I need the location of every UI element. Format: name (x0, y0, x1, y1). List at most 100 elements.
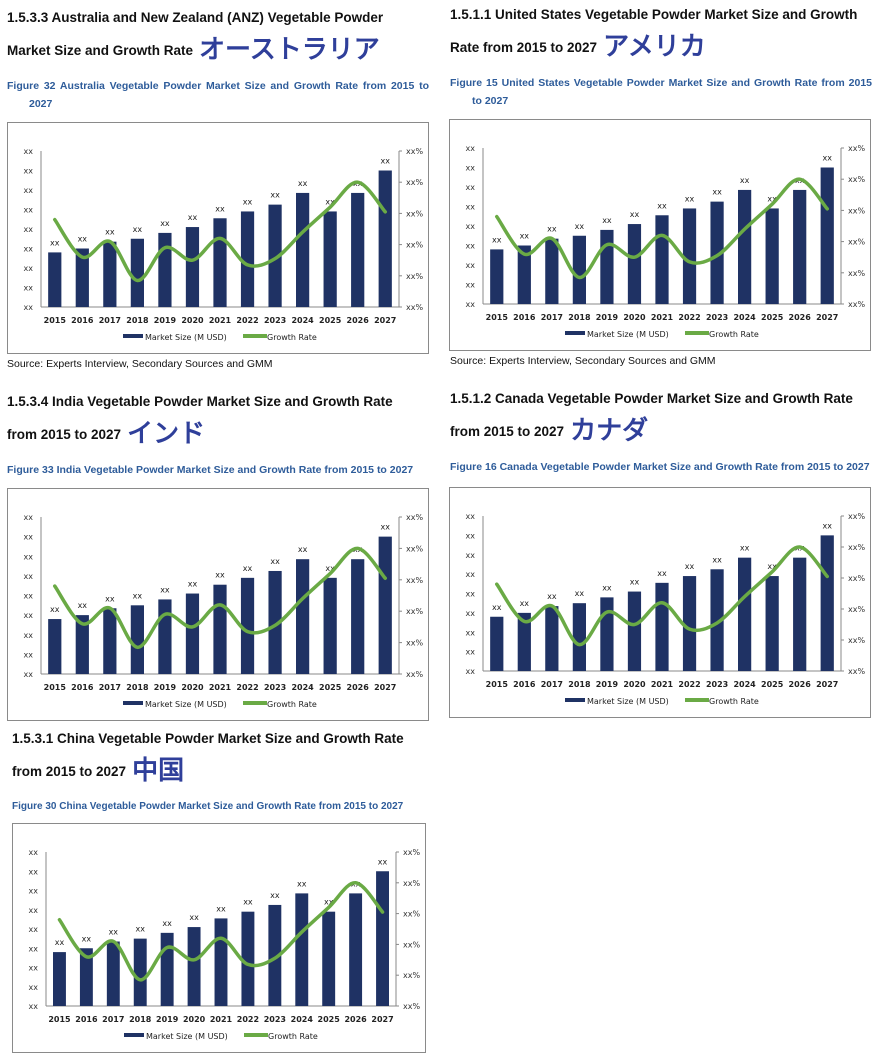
left-tick-label: xx (29, 983, 39, 992)
bar-2026 (793, 189, 807, 304)
right-tick-label: xx% (403, 940, 420, 949)
bar-data-label: xx (160, 219, 170, 228)
bar-2021 (213, 218, 227, 307)
left-tick-label: xx (466, 590, 476, 599)
left-tick-label: xx (466, 531, 476, 540)
bar-2019 (600, 597, 614, 671)
bar-data-label: xx (822, 154, 832, 163)
x-tick-label: 2027 (816, 680, 838, 689)
bar-2018 (130, 238, 144, 307)
bar-2026 (793, 557, 807, 671)
legend-swatch-growth-rate (685, 698, 709, 702)
chart-canada: xx xx xx xx xx xx xx xx xx xx% xx% xx% xx% xx% xx% xx 20… (449, 487, 871, 718)
bar-2027 (820, 167, 834, 304)
bar-2019 (158, 599, 172, 674)
right-tick-label: xx% (406, 513, 423, 522)
left-tick-label: xx (29, 867, 39, 876)
left-tick-label: xx (29, 848, 39, 857)
bar-data-label: xx (243, 564, 253, 573)
left-tick-label: xx (24, 513, 34, 522)
bar-2022 (240, 577, 255, 674)
right-tick-label: xx% (406, 544, 423, 553)
section-china: 1.5.3.1 China Vegetable Powder Market Si… (12, 721, 424, 816)
section-heading: 1.5.3.1 China Vegetable Powder Market Si… (12, 731, 404, 746)
left-tick-label: xx (24, 611, 34, 620)
growth-rate-line (53, 546, 387, 650)
x-tick-label: 2021 (651, 680, 674, 689)
x-tick-label: 2020 (181, 683, 204, 692)
x-tick-label: 2020 (183, 1015, 206, 1024)
section-india: 1.5.3.4 India Vegetable Powder Market Si… (7, 384, 429, 479)
bar-data-label: xx (50, 238, 60, 247)
bar-2015 (48, 619, 62, 674)
x-tick-label: 2027 (374, 683, 396, 692)
bar-data-label: xx (712, 555, 722, 564)
right-tick-label: xx% (848, 300, 865, 309)
x-tick-label: 2025 (319, 316, 342, 325)
bar-data-label: xx (380, 157, 390, 166)
x-tick-label: 2015 (44, 683, 67, 692)
x-tick-label: 2022 (237, 1015, 259, 1024)
bar-data-label: xx (740, 544, 750, 553)
bar-2018 (572, 235, 586, 304)
left-tick-label: xx (466, 164, 476, 173)
growth-rate-line (495, 177, 829, 280)
bar-2020 (185, 227, 200, 307)
bar-2020 (627, 224, 642, 304)
bar-2022 (682, 576, 697, 671)
right-tick-label: xx% (406, 272, 423, 281)
bar-2025 (322, 911, 336, 1006)
x-tick-label: 2016 (513, 313, 536, 322)
right-tick-label: xx% (403, 971, 420, 980)
section-us: 1.5.1.1 United States Vegetable Powder M… (450, 0, 872, 110)
bar-data-label: xx (297, 879, 307, 888)
x-tick-label: 2023 (264, 316, 286, 325)
bar-2015 (48, 252, 62, 307)
x-tick-label: 2018 (126, 316, 149, 325)
x-tick-label: 2016 (71, 683, 94, 692)
bar-data-label: xx (105, 594, 115, 603)
bar-2022 (241, 911, 255, 1006)
section-heading-cont: Market Size and Growth Rate (7, 43, 194, 58)
bar-data-label: xx (133, 225, 143, 234)
left-tick-label: xx (466, 570, 476, 579)
bar-2020 (627, 591, 642, 671)
left-tick-label: xx (29, 906, 39, 915)
bar-2022 (682, 208, 697, 304)
x-tick-label: 2018 (568, 313, 591, 322)
bar-2021 (213, 584, 227, 674)
bar-2021 (655, 215, 669, 304)
bar-2017 (103, 608, 117, 674)
country-label-jp: アメリカ (603, 32, 706, 62)
x-tick-label: 2018 (126, 683, 149, 692)
chart-anz: xx xx xx xx xx xx xx xx xx xx% xx% xx% xx% xx% xx% xx 20… (7, 122, 429, 354)
x-tick-label: 2024 (291, 683, 314, 692)
bar-2027 (378, 170, 392, 307)
source-note: Source: Experts Interview, Secondary Sou… (7, 358, 273, 370)
bar-data-label: xx (160, 585, 170, 594)
left-tick-label: xx (24, 186, 34, 195)
country-label-jp: カナダ (570, 416, 649, 446)
country-label-jp: 中国 (132, 756, 185, 786)
x-tick-label: 2026 (789, 313, 812, 322)
figure-caption-cont: 2027 (29, 98, 53, 110)
legend-label-market-size: Market Size (M USD) (587, 330, 669, 339)
section-heading: 1.5.3.4 India Vegetable Powder Market Si… (7, 394, 393, 409)
x-tick-label: 2017 (541, 680, 563, 689)
growth-rate-line (53, 180, 387, 283)
right-tick-label: xx% (406, 147, 423, 156)
left-tick-label: xx (466, 144, 476, 153)
left-tick-label: xx (466, 551, 476, 560)
legend-label-growth-rate: Growth Rate (709, 697, 759, 706)
section-heading: 1.5.1.2 Canada Vegetable Powder Market S… (450, 391, 853, 406)
figure-caption: Figure 33 India Vegetable Powder Market … (7, 464, 414, 476)
bar-data-label: xx (109, 928, 119, 937)
bar-data-label: xx (78, 235, 88, 244)
chart-china: xx xx xx xx xx xx xx xx xx xx% xx% xx% xx% xx% xx% xx 20… (12, 823, 426, 1053)
bar-2019 (600, 229, 614, 304)
bar-data-label: xx (602, 216, 612, 225)
x-tick-label: 2023 (264, 683, 286, 692)
left-tick-label: xx (29, 964, 39, 973)
left-tick-label: xx (466, 628, 476, 637)
legend-label-growth-rate: Growth Rate (267, 700, 317, 709)
